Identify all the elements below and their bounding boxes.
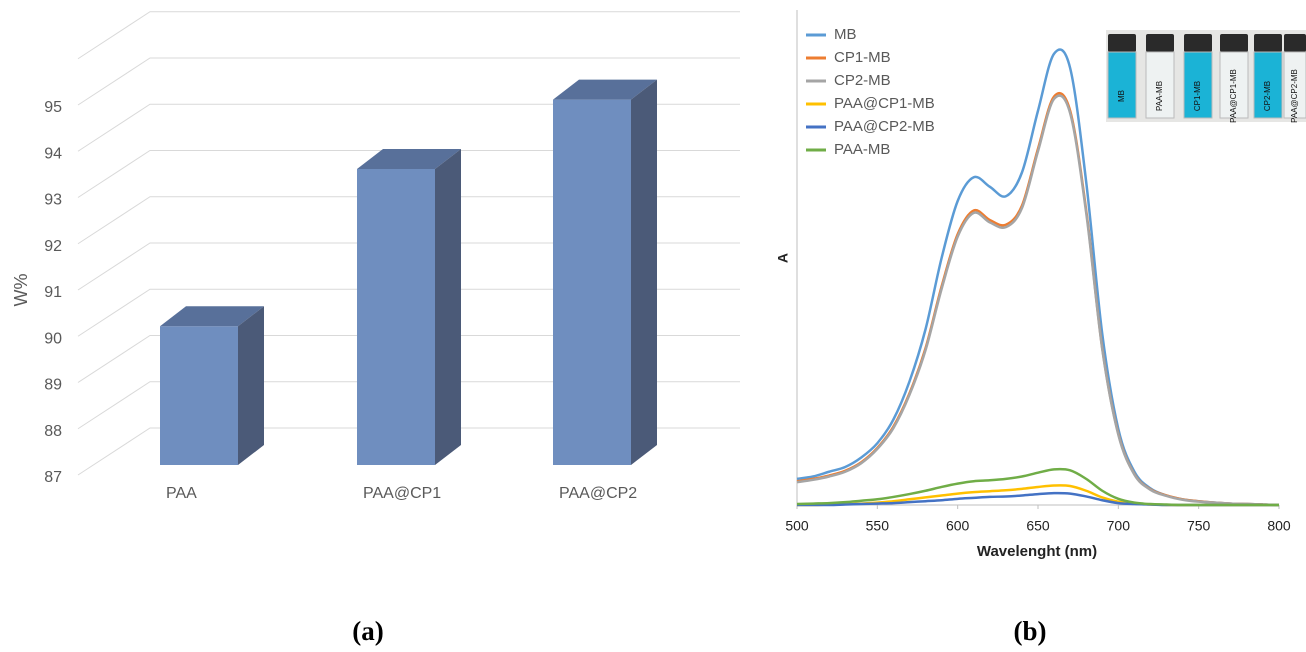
figure: (a) (b) W% Wavelenght (nm) A 87 88 89 90 91 9… xyxy=(0,0,1306,652)
x-tick-label: 500 xyxy=(785,518,809,534)
x-tick-label: PAA xyxy=(166,485,197,502)
vial-cap xyxy=(1254,34,1282,52)
y-tick-label: 88 xyxy=(44,423,62,440)
x-tick-label: 800 xyxy=(1267,518,1291,534)
vial-label: PAA@CP2-MB xyxy=(1290,69,1299,123)
x-tick-label: 650 xyxy=(1026,518,1050,534)
x-axis-label: Wavelenght (nm) xyxy=(977,543,1097,560)
vial-cap xyxy=(1284,34,1306,52)
x-tick-label: PAA@CP1 xyxy=(363,485,441,502)
legend-label: PAA@CP2-MB xyxy=(834,118,935,135)
y-tick-label: 92 xyxy=(44,238,62,255)
inset-photo: MB PAA-MB CP1-MB PAA@CP1-MB CP2-MB PAA@CP2-MB xyxy=(1106,30,1306,123)
x-tick-label: 550 xyxy=(866,518,890,534)
vial xyxy=(1108,52,1136,118)
grid-line xyxy=(78,12,740,59)
y-tick-label: 95 xyxy=(44,99,62,116)
y-tick-label: 93 xyxy=(44,192,62,209)
y-tick-label: 87 xyxy=(44,469,62,486)
vial-cap xyxy=(1146,34,1174,52)
x-tick-label: 600 xyxy=(946,518,970,534)
y-axis-label: W% xyxy=(11,274,31,307)
vial-cap xyxy=(1108,34,1136,52)
legend-label: PAA-MB xyxy=(834,141,890,158)
x-tick-label: 750 xyxy=(1187,518,1211,534)
panel-label: (b) xyxy=(1014,616,1047,646)
legend-label: MB xyxy=(834,26,857,43)
vial-cap xyxy=(1220,34,1248,52)
bar-side xyxy=(238,306,264,465)
y-axis-label: A xyxy=(775,253,791,263)
vial-label: CP2-MB xyxy=(1263,81,1272,111)
vial-label: CP1-MB xyxy=(1193,81,1202,111)
y-tick-label: 89 xyxy=(44,377,62,394)
vial-label: PAA@CP1-MB xyxy=(1229,69,1238,123)
y-tick-label: 94 xyxy=(44,145,62,162)
y-tick-label: 91 xyxy=(44,284,62,301)
legend-label: CP2-MB xyxy=(834,72,891,89)
x-tick-label: PAA@CP2 xyxy=(559,485,637,502)
panel-label: (a) xyxy=(352,616,383,646)
vial-cap xyxy=(1184,34,1212,52)
vial-label: MB xyxy=(1117,90,1126,102)
vial-label: PAA-MB xyxy=(1155,81,1164,111)
y-tick-label: 90 xyxy=(44,330,62,347)
x-tick-label: 700 xyxy=(1107,518,1131,534)
legend-label: PAA@CP1-MB xyxy=(834,95,935,112)
bar-side xyxy=(631,80,657,465)
bar xyxy=(357,169,435,465)
bar xyxy=(553,100,631,465)
bar-side xyxy=(435,149,461,465)
bar xyxy=(160,326,238,465)
legend-label: CP1-MB xyxy=(834,49,891,66)
